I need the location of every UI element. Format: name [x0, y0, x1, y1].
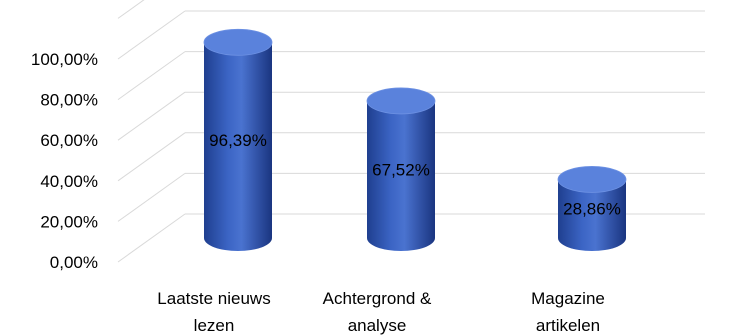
category-label-line: lezen: [194, 316, 235, 335]
y-tick-label: 100,00%: [31, 50, 98, 69]
y-tick-label: 40,00%: [40, 172, 98, 191]
y-tick-label: 80,00%: [40, 91, 98, 110]
category-label: Laatste nieuws lezen: [157, 289, 270, 335]
data-label: 28,86%: [563, 200, 621, 219]
category-label-line: Achtergrond &: [323, 289, 432, 308]
category-label-line: analyse: [348, 316, 407, 335]
bars: [203, 28, 627, 251]
y-tick-label: 0,00%: [50, 253, 98, 272]
gridline: [117, 10, 705, 60]
bar: [366, 87, 436, 251]
gridline: [117, 0, 145, 19]
y-tick-label: 20,00%: [40, 212, 98, 231]
data-labels: 96,39% 67,52% 28,86%: [209, 131, 621, 219]
category-label-line: artikelen: [536, 316, 600, 335]
bar: [203, 28, 273, 251]
data-label: 96,39%: [209, 131, 267, 150]
bar: [557, 166, 627, 251]
data-label: 67,52%: [372, 160, 430, 179]
category-label: Achtergrond & analyse: [323, 289, 432, 335]
category-label-line: Laatste nieuws: [157, 289, 270, 308]
y-tick-label: 60,00%: [40, 131, 98, 150]
category-labels: Laatste nieuws lezen Achtergrond & analyse M…: [157, 289, 605, 335]
category-label: Magazine artikelen: [531, 289, 605, 335]
y-axis-tick-labels: 0,00% 20,00% 40,00% 60,00% 80,00% 100,00%: [31, 50, 98, 272]
category-label-line: Magazine: [531, 289, 605, 308]
